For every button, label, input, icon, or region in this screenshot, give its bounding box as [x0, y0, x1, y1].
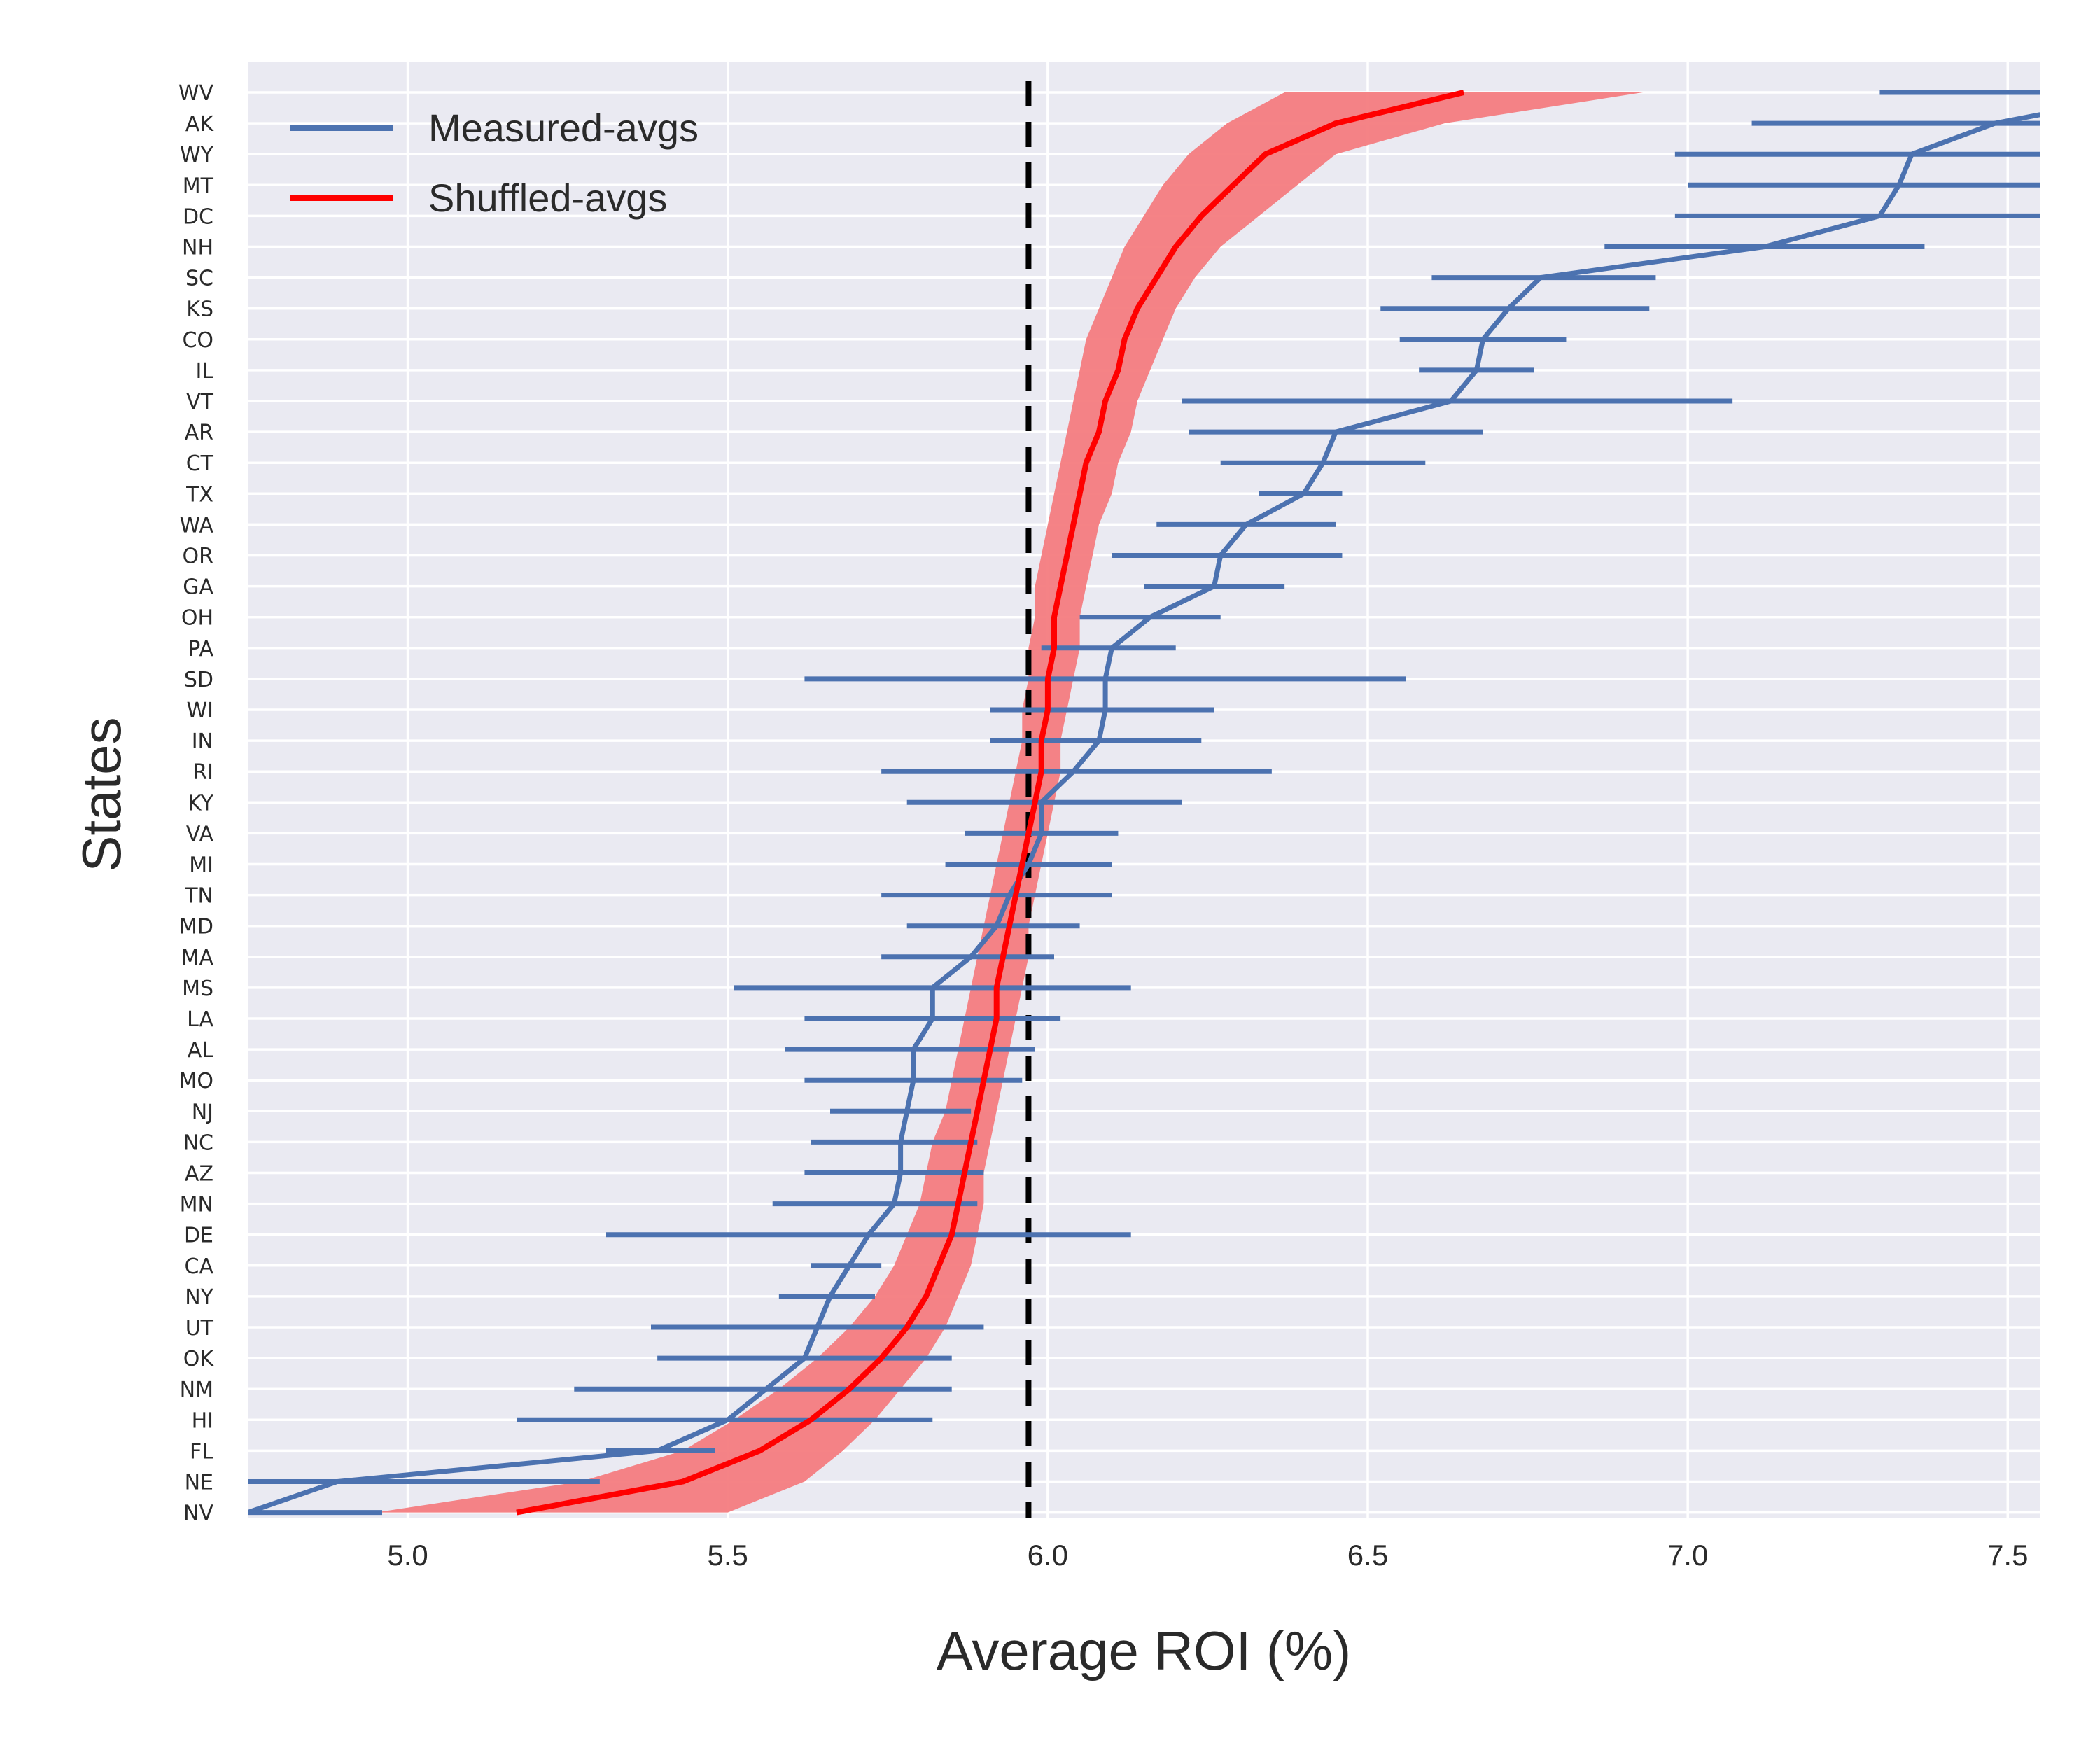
y-tick-labels: WV AK WY MT DC NH SC KS CO IL VT AR CT TX WA OR GA OH PA SD…	[178, 81, 215, 1526]
y-tick-label: IN	[192, 729, 214, 754]
y-tick-label: WI	[186, 699, 214, 723]
y-tick-label: NM	[180, 1378, 214, 1402]
y-tick-label: LA	[187, 1007, 214, 1032]
y-tick-label: IL	[195, 359, 214, 384]
y-tick-label: TX	[186, 482, 214, 507]
y-tick-label: DC	[183, 204, 214, 229]
legend-label-shuffled: Shuffled-avgs	[428, 176, 667, 220]
y-tick-label: AK	[186, 112, 215, 136]
y-tick-label: OK	[183, 1347, 215, 1371]
y-tick-label: CA	[185, 1254, 214, 1279]
x-tick-label: 7.5	[1987, 1539, 2028, 1572]
y-tick-label: NC	[183, 1130, 214, 1155]
y-tick-label: AR	[185, 421, 214, 445]
y-tick-label: PA	[188, 637, 214, 662]
y-tick-label: MO	[179, 1069, 214, 1093]
x-tick-label: 6.5	[1348, 1539, 1388, 1572]
y-tick-label: MT	[183, 174, 214, 198]
y-tick-label: SC	[186, 267, 214, 291]
y-tick-label: DE	[184, 1224, 214, 1248]
x-tick-label: 5.0	[387, 1539, 428, 1572]
y-tick-label: MI	[189, 853, 214, 878]
y-tick-label: RI	[192, 760, 214, 785]
measured-avgs-line	[248, 112, 2040, 1515]
x-tick-label: 6.0	[1028, 1539, 1068, 1572]
series-lines	[248, 90, 2040, 1516]
y-tick-label: OH	[181, 606, 214, 631]
y-tick-label: MN	[180, 1193, 214, 1217]
x-axis-label: Average ROI (%)	[937, 1620, 1351, 1681]
y-tick-label: KS	[186, 298, 214, 322]
y-tick-label: NE	[185, 1471, 214, 1495]
y-tick-label: NH	[182, 236, 214, 260]
y-tick-label: GA	[183, 575, 214, 600]
y-tick-label: FL	[190, 1439, 214, 1464]
y-tick-label: AL	[188, 1038, 214, 1063]
y-tick-label: KY	[188, 791, 214, 816]
y-tick-label: NV	[183, 1502, 214, 1526]
y-tick-label: UT	[186, 1316, 214, 1340]
x-tick-label: 5.5	[708, 1539, 748, 1572]
y-tick-label: CO	[182, 328, 214, 353]
y-tick-label: AZ	[185, 1162, 214, 1186]
legend: Measured-avgs Shuffled-avgs	[290, 106, 699, 220]
y-tick-label: WA	[179, 513, 214, 538]
y-axis-label: States	[71, 717, 132, 872]
legend-label-measured: Measured-avgs	[428, 106, 699, 150]
y-tick-label: TN	[184, 884, 214, 909]
x-tick-labels: 5.0 5.5 6.0 6.5 7.0 7.5	[387, 1539, 2028, 1572]
y-tick-label: MD	[179, 915, 214, 939]
y-tick-label: MS	[182, 976, 214, 1001]
y-tick-label: WY	[180, 143, 214, 167]
y-tick-label: NJ	[192, 1100, 214, 1124]
y-tick-label: SD	[184, 668, 214, 692]
shuffled-avgs-line	[516, 90, 1465, 1516]
y-tick-label: CT	[186, 451, 214, 476]
y-tick-label: HI	[192, 1408, 214, 1433]
x-tick-label: 7.0	[1667, 1539, 1708, 1572]
y-tick-label: MA	[181, 946, 214, 970]
y-tick-label: VT	[186, 390, 214, 414]
y-tick-label: OR	[183, 545, 214, 569]
y-tick-label: VA	[186, 822, 214, 846]
y-tick-label: NY	[185, 1285, 214, 1310]
y-tick-label: WV	[178, 81, 214, 106]
